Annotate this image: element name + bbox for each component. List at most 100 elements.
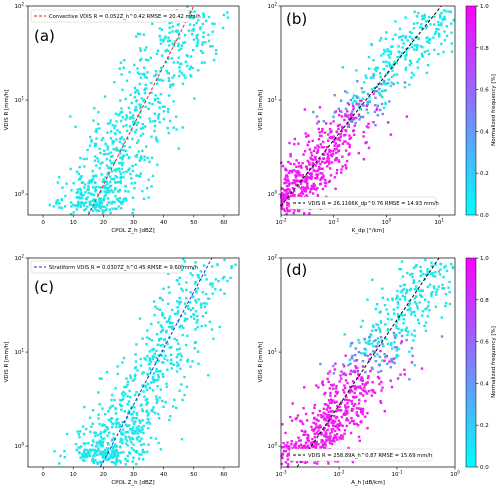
scatter-point <box>391 360 394 364</box>
scatter-point <box>344 107 348 110</box>
scatter-point <box>309 441 313 444</box>
scatter-point <box>120 167 124 170</box>
scatter-point <box>426 64 430 67</box>
scatter-point <box>373 110 377 113</box>
scatter-point <box>141 419 144 422</box>
scatter-point <box>323 403 327 406</box>
scatter-point <box>180 268 184 271</box>
scatter-point <box>91 199 94 203</box>
scatter-point <box>114 412 118 415</box>
scatter-point <box>311 411 315 415</box>
scatter-point <box>377 91 381 94</box>
scatter-point <box>324 150 327 153</box>
scatter-point <box>398 298 402 301</box>
scatter-point <box>150 81 153 85</box>
scatter-point <box>351 96 355 99</box>
scatter-point <box>146 374 150 377</box>
scatter-point <box>312 428 316 431</box>
scatter-point <box>78 165 81 169</box>
scatter-point <box>282 195 285 198</box>
scatter-point <box>287 202 291 205</box>
scatter-point <box>324 391 327 395</box>
scatter-point <box>164 61 168 64</box>
scatter-point <box>386 48 389 51</box>
scatter-point <box>379 349 382 353</box>
scatter-point <box>160 28 164 31</box>
scatter-point <box>307 140 311 143</box>
scatter-point <box>367 389 371 393</box>
scatter-point <box>161 375 165 378</box>
scatter-point <box>353 100 356 103</box>
scatter-point <box>416 66 420 69</box>
scatter-point <box>101 438 104 441</box>
scatter-point <box>336 438 339 441</box>
scatter-point <box>191 295 194 298</box>
scatter-point <box>345 409 349 413</box>
legend-box-a <box>30 9 190 23</box>
scatter-point <box>345 166 348 169</box>
scatter-point <box>373 86 376 90</box>
scatter-point <box>433 23 436 26</box>
scatter-point <box>114 148 118 151</box>
scatter-point <box>122 200 125 203</box>
scatter-point <box>327 133 330 136</box>
scatter-point <box>346 91 349 94</box>
scatter-point <box>325 415 328 418</box>
scatter-point <box>133 86 137 90</box>
scatter-point <box>284 444 287 447</box>
scatter-point <box>310 187 313 190</box>
scatter-point <box>113 454 116 458</box>
scatter-point <box>330 161 334 164</box>
scatter-point <box>165 69 168 73</box>
scatter-point <box>381 359 384 362</box>
scatter-point <box>403 368 406 371</box>
scatter-point <box>201 43 204 46</box>
scatter-point <box>90 181 93 184</box>
scatter-point <box>148 386 151 390</box>
scatter-point <box>441 287 444 290</box>
scatter-point <box>298 174 302 177</box>
scatter-point <box>83 183 87 186</box>
scatter-point <box>141 72 144 76</box>
scatter-point <box>125 116 129 119</box>
scatter-point <box>332 424 335 428</box>
scatter-point <box>366 111 370 115</box>
scatter-point <box>141 428 144 431</box>
scatter-point <box>205 278 208 281</box>
scatter-point <box>79 187 82 190</box>
scatter-point <box>400 38 404 42</box>
scatter-point <box>311 166 314 169</box>
scatter-point <box>122 356 126 360</box>
x-tick-label: 30 <box>130 220 137 226</box>
scatter-point <box>85 198 88 201</box>
scatter-point <box>170 358 173 361</box>
scatter-point <box>95 209 99 212</box>
scatter-point <box>168 26 171 29</box>
scatter-point <box>393 334 396 337</box>
scatter-point <box>179 352 182 356</box>
scatter-point <box>167 36 170 39</box>
scatter-point <box>370 394 374 397</box>
scatter-point <box>384 323 387 326</box>
scatter-point <box>430 292 433 295</box>
scatter-point <box>303 212 306 215</box>
scatter-point <box>142 390 145 393</box>
scatter-point <box>81 425 85 428</box>
scatter-point <box>156 49 160 52</box>
scatter-point <box>385 354 388 358</box>
scatter-point <box>392 82 395 86</box>
scatter-point <box>90 140 93 143</box>
scatter-point <box>338 139 342 142</box>
scatter-point <box>127 168 130 171</box>
scatter-point <box>346 412 349 415</box>
scatter-point <box>364 383 367 386</box>
scatter-point <box>334 187 337 190</box>
scatter-point <box>350 409 353 412</box>
scatter-point <box>328 370 332 373</box>
scatter-point <box>390 75 394 79</box>
scatter-point <box>99 433 102 436</box>
scatter-point <box>351 390 354 393</box>
scatter-point <box>108 121 112 125</box>
scatter-point <box>291 191 294 195</box>
